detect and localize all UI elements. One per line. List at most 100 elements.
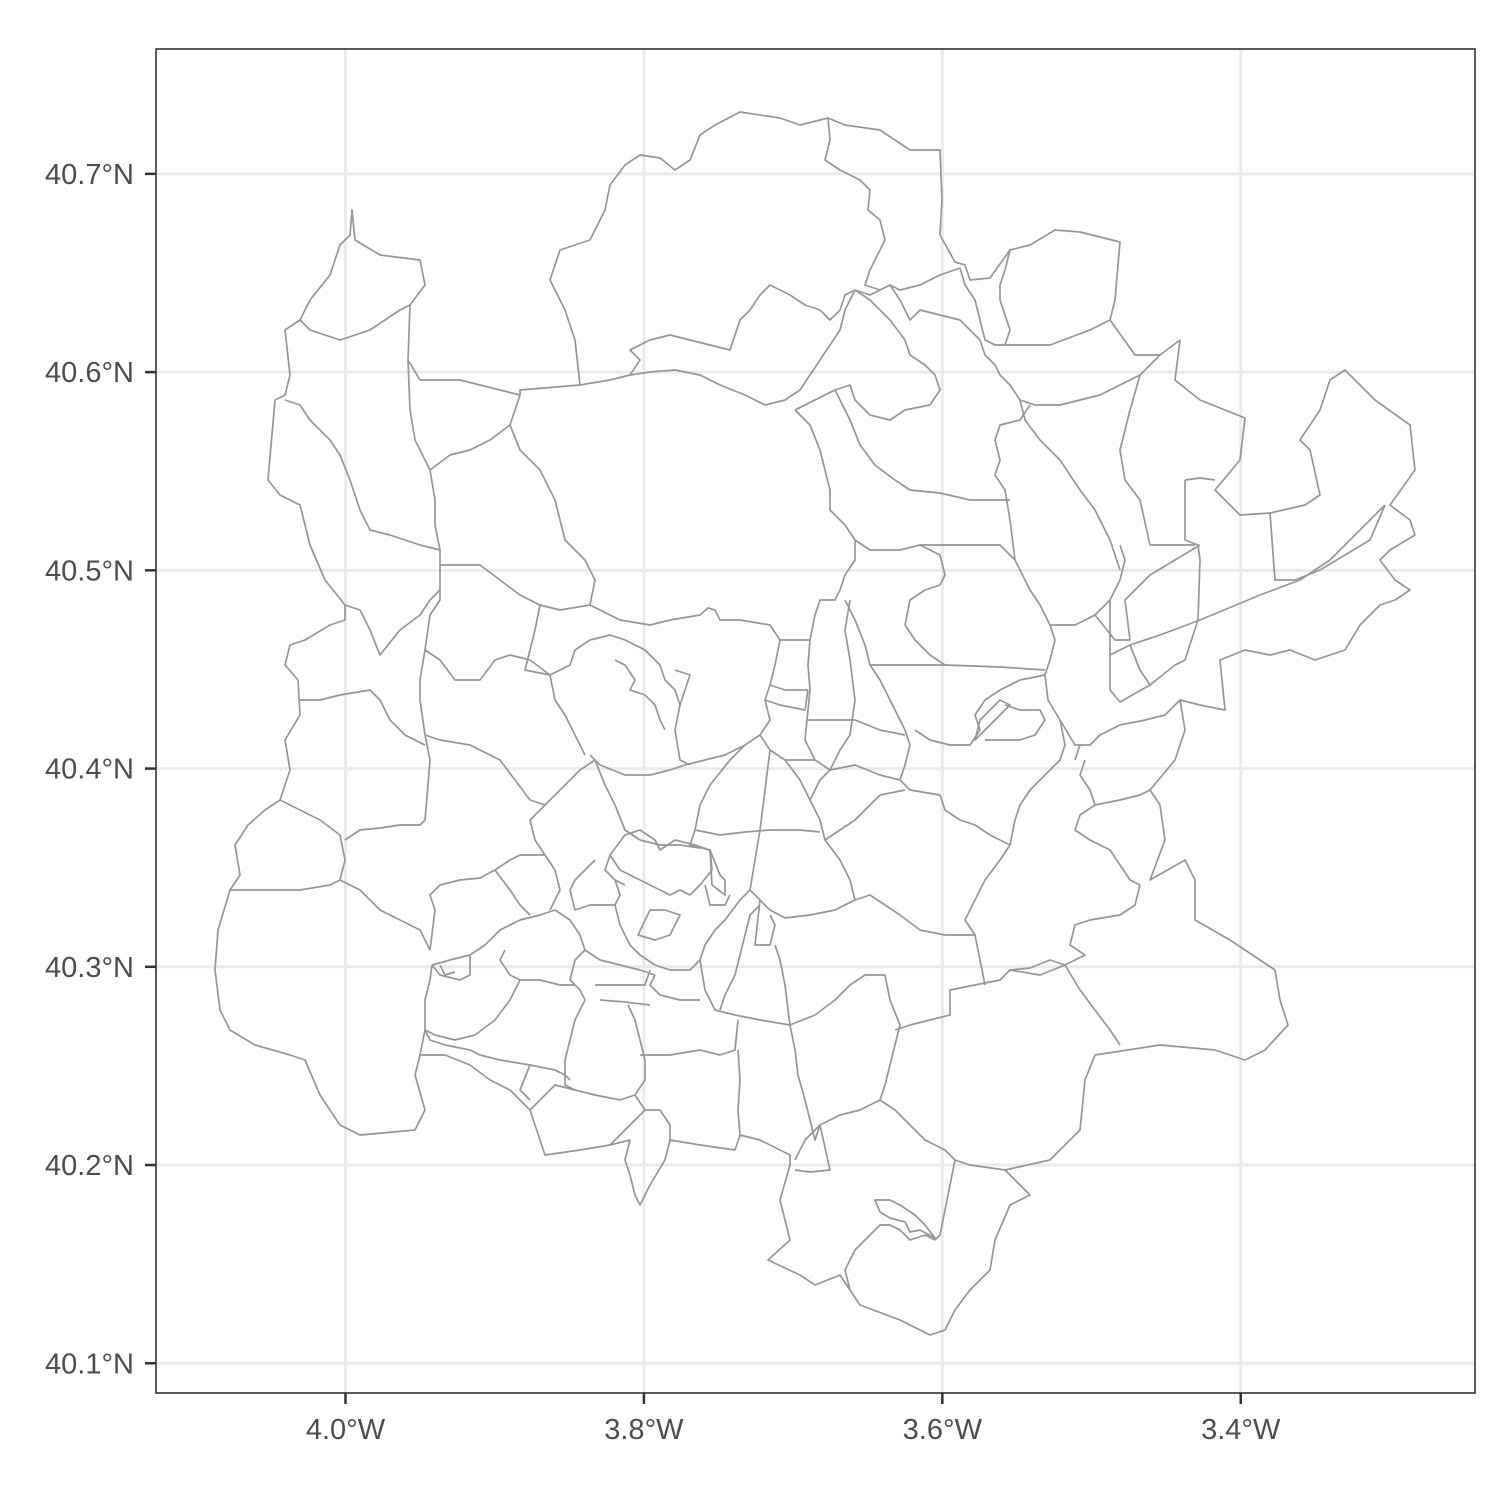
region-boundary <box>789 1024 821 1141</box>
region-outline <box>214 111 1416 1336</box>
region-boundary <box>230 799 346 891</box>
region-boundary <box>914 674 1046 746</box>
region-boundary <box>609 1094 646 1146</box>
region-boundary <box>1074 804 1141 886</box>
region-boundary <box>794 1124 831 1173</box>
region-boundary <box>794 409 946 586</box>
region-boundary <box>974 699 1011 741</box>
region-boundary <box>524 604 551 676</box>
region-boundary <box>889 284 1161 406</box>
region-boundary <box>794 974 901 1161</box>
region-boundary <box>870 664 1046 671</box>
region-boundary <box>579 267 961 386</box>
municipality-boundaries <box>214 111 1416 1336</box>
region-boundary <box>569 859 615 911</box>
region-boundary <box>344 589 441 656</box>
region-boundary <box>640 1019 739 1056</box>
region-boundary <box>934 1159 956 1241</box>
region-boundary <box>344 649 431 841</box>
region-boundary <box>549 634 691 706</box>
x-tick-label: 3.4°W <box>1201 1414 1281 1446</box>
region-boundary <box>794 289 941 421</box>
region-boundary <box>407 359 521 471</box>
region-boundary <box>769 684 808 691</box>
region-boundary <box>564 999 646 1101</box>
region-boundary <box>584 949 656 976</box>
region-boundary <box>424 469 441 651</box>
y-tick-label: 40.2°N <box>45 1150 134 1182</box>
axes: 4.0°W 3.8°W 3.6°W 3.4°W 40.1°N 40.2°N 40.3°N 40… <box>45 159 1281 1446</box>
region-boundary <box>824 789 906 841</box>
y-tick-label: 40.5°N <box>45 555 134 587</box>
region-boundary <box>829 764 901 781</box>
region-boundary <box>749 889 986 986</box>
region-boundary <box>1019 399 1121 571</box>
region-boundary <box>431 909 556 966</box>
region-boundary <box>844 599 941 796</box>
region-boundary <box>299 304 411 341</box>
region-boundary <box>804 540 856 771</box>
region-boundary <box>645 1109 671 1140</box>
region-boundary <box>604 854 626 886</box>
region-boundary <box>1009 884 1141 971</box>
region-boundary <box>1109 504 1386 656</box>
x-tick-label: 4.0°W <box>306 1414 386 1446</box>
region-boundary <box>879 1099 1006 1171</box>
region-boundary <box>1074 744 1081 761</box>
gridlines <box>156 49 1475 1393</box>
region-boundary <box>774 944 791 1026</box>
region-boundary <box>994 404 1126 626</box>
region-boundary <box>637 909 681 941</box>
region-boundary <box>439 964 456 976</box>
y-tick-label: 40.3°N <box>45 952 134 984</box>
region-boundary <box>694 829 821 836</box>
region-boundary <box>709 849 726 896</box>
region-boundary <box>1094 544 1201 641</box>
x-tick-label: 3.6°W <box>903 1414 983 1446</box>
region-boundary <box>920 544 1016 561</box>
y-tick-label: 40.6°N <box>45 357 134 389</box>
region-boundary <box>424 1029 571 1081</box>
region-boundary <box>1269 504 1386 581</box>
region-boundary <box>639 839 701 849</box>
region-boundary <box>764 689 809 711</box>
region-boundary <box>614 879 751 971</box>
region-boundary <box>824 117 886 291</box>
region-boundary <box>1129 644 1151 686</box>
region-boundary <box>894 964 1066 1031</box>
y-tick-label: 40.7°N <box>45 159 134 191</box>
region-boundary <box>284 399 441 551</box>
region-boundary <box>689 744 746 851</box>
region-boundary <box>554 909 586 1001</box>
region-boundary <box>339 879 431 951</box>
region-boundary <box>300 689 426 746</box>
plot-frame <box>155 48 1476 1394</box>
region-boundary <box>419 964 433 1056</box>
region-boundary <box>589 639 781 776</box>
region-boundary <box>874 1199 936 1239</box>
region-boundary <box>834 389 1010 501</box>
plot-panel <box>156 49 1475 1393</box>
region-boundary <box>784 759 856 901</box>
region-boundary <box>424 979 521 1041</box>
region-boundary <box>719 904 761 1011</box>
region-boundary <box>429 854 545 951</box>
region-boundary <box>649 974 700 1001</box>
y-tick-label: 40.4°N <box>45 754 134 786</box>
region-boundary <box>519 1064 576 1111</box>
region-boundary <box>424 734 596 806</box>
region-boundary <box>754 899 776 946</box>
region-boundary <box>1044 624 1181 746</box>
region-boundary <box>614 659 666 731</box>
region-boundary <box>904 584 946 666</box>
region-boundary <box>808 719 906 736</box>
region-boundary <box>509 424 596 606</box>
region-boundary <box>1109 600 1199 703</box>
region-boundary <box>1064 964 1121 1046</box>
region-boundary <box>1119 374 1195 546</box>
region-boundary <box>431 955 471 981</box>
region-boundary <box>1005 319 1111 346</box>
region-boundary <box>844 1224 936 1291</box>
region-boundary <box>1009 719 1066 846</box>
